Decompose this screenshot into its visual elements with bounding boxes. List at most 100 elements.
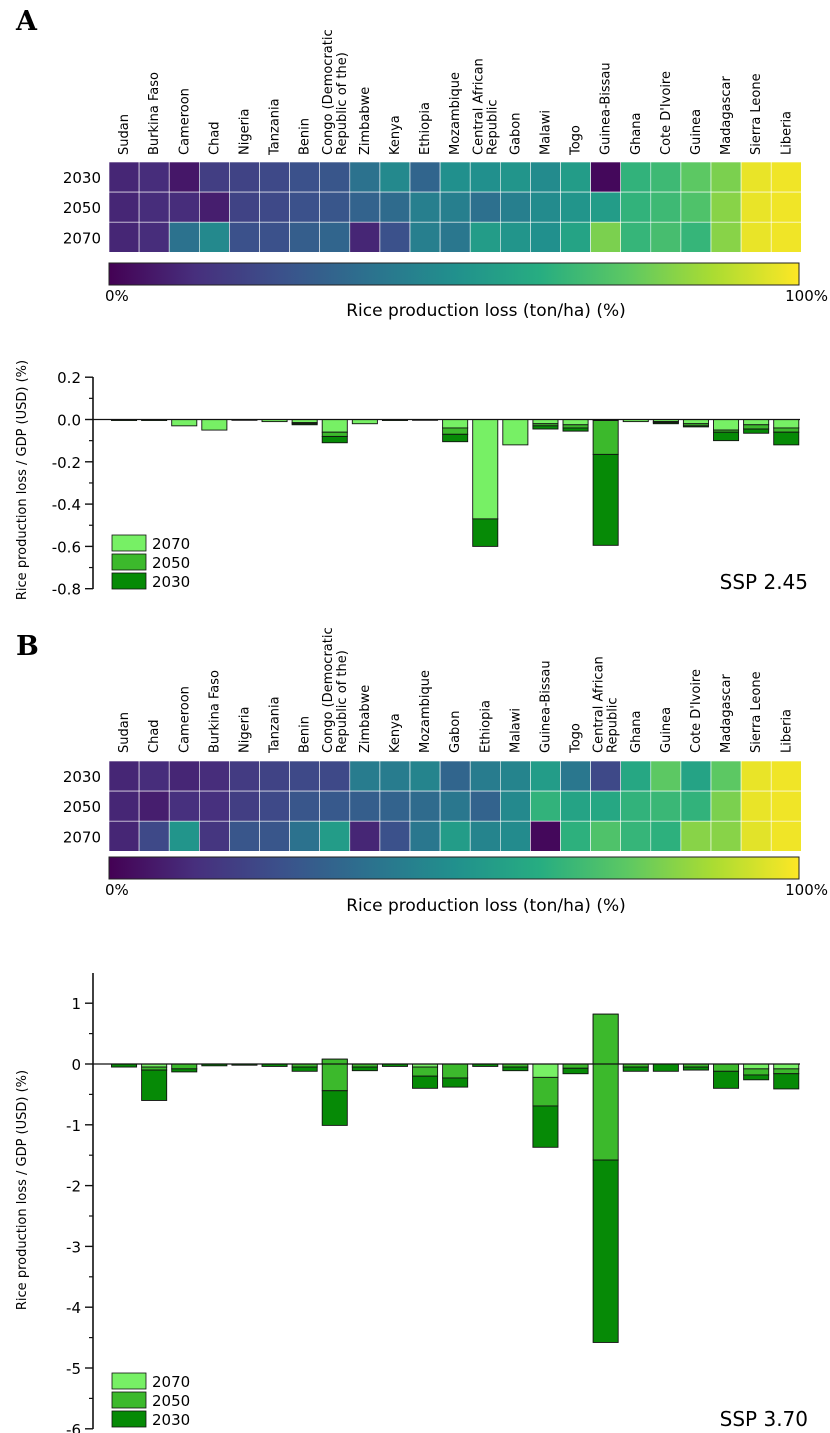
heatmap-cell (740, 790, 772, 822)
country-label: Tanzania (268, 696, 283, 754)
heatmap-cell (499, 820, 531, 852)
heatmap-cell (469, 760, 501, 792)
heatmap-cell (349, 790, 381, 822)
heatmap-cell (138, 161, 170, 193)
bar-2070 (472, 419, 499, 520)
heatmap-cell (289, 790, 321, 822)
heatmap-cell (680, 221, 712, 253)
country-label: Chad (207, 121, 222, 155)
country-label: Togo (569, 125, 584, 156)
heatmap-cell (590, 191, 621, 223)
bar-2050 (743, 424, 770, 430)
colorbar (108, 856, 800, 880)
heatmap-cell (229, 820, 260, 852)
heatmap-cell (499, 221, 531, 253)
heatmap-cell (199, 820, 230, 852)
bar-2050 (773, 427, 800, 433)
country-label: Guinea-Bissau (599, 62, 614, 155)
heatmap-cell (469, 820, 501, 852)
heatmap-cell (770, 191, 802, 223)
y-tick-label: -0.8 (52, 581, 81, 599)
country-label: Togo (569, 723, 584, 754)
year-label: 2030 (63, 768, 101, 786)
heatmap-cell (620, 760, 652, 792)
year-label: 2030 (63, 169, 101, 187)
year-label: 2050 (63, 199, 101, 217)
colorbar-label: Rice production loss (ton/ha) (%) (346, 896, 626, 916)
heatmap-cell (199, 790, 230, 822)
legend-label: 2050 (152, 554, 190, 572)
panel-label-b: B (16, 631, 39, 662)
heatmap-cell (590, 760, 621, 792)
bar-2030 (351, 1066, 378, 1072)
heatmap-cell (168, 760, 200, 792)
heatmap-cell (199, 760, 230, 792)
year-label: 2070 (63, 229, 101, 247)
heatmap-cell (469, 790, 501, 822)
country-label: Benin (298, 118, 313, 155)
bar-2050 (321, 431, 348, 437)
heatmap-cell (740, 760, 772, 792)
heatmap-cell (168, 790, 200, 822)
heatmap-cell (710, 191, 742, 223)
legend-label: 2030 (152, 573, 190, 591)
country-label: Congo (DemocraticRepublic of the) (321, 627, 350, 753)
country-label: Mozambique (418, 670, 433, 753)
country-label: Nigeria (237, 108, 252, 155)
heatmap-cell (770, 790, 802, 822)
legend-swatch (111, 572, 147, 590)
country-label: Liberia (779, 709, 794, 753)
bar-2030 (291, 1066, 318, 1072)
bar-2050 (442, 1063, 469, 1079)
bar-2050 (562, 424, 589, 429)
heatmap-cell (138, 790, 170, 822)
heatmap-cell (499, 790, 531, 822)
heatmap-cell (680, 790, 712, 822)
colorbar-label: Rice production loss (ton/ha) (%) (346, 301, 626, 321)
country-label: Gabon (448, 711, 463, 754)
heatmap-cell (620, 161, 652, 193)
heatmap-cell (168, 820, 200, 852)
heatmap-cell (770, 161, 802, 193)
country-label: Burkina Faso (147, 72, 162, 155)
bar-2070 (442, 419, 469, 429)
country-label: Gabon (508, 113, 523, 156)
y-tick-label: -3 (66, 1238, 81, 1256)
heatmap-cell (138, 221, 170, 253)
legend-swatch (111, 1410, 147, 1428)
heatmap-cell (259, 820, 290, 852)
heatmap-cell (199, 221, 230, 253)
bar-2030 (412, 1075, 439, 1089)
heatmap-cell (650, 760, 682, 792)
heatmap-cell (620, 790, 652, 822)
country-label: Guinea (689, 109, 704, 155)
country-label: Ethiopia (478, 700, 493, 753)
heatmap-cell (530, 820, 561, 852)
bar-2050 (773, 1068, 800, 1075)
heatmap-cell (740, 191, 772, 223)
heatmap-cell (770, 820, 802, 852)
bar-2030 (442, 433, 469, 443)
bar-2030 (682, 425, 709, 428)
heatmap-cell (379, 790, 411, 822)
heatmap-cell (770, 221, 802, 253)
y-axis-label: Rice production loss / GDP (USD) (%) (15, 1070, 30, 1310)
country-label: Zimbabwe (358, 87, 373, 155)
colorbar-max-label: 100% (785, 881, 828, 899)
bar-2030 (532, 1105, 559, 1148)
bar-2030 (622, 1066, 649, 1072)
country-label: Sierra Leone (749, 73, 764, 155)
heatmap-cell (349, 161, 381, 193)
heatmap-cell (439, 820, 471, 852)
country-label: Ghana (629, 711, 644, 754)
country-label: Central AfricanRepublic (592, 656, 621, 753)
legend-label: 2030 (152, 1411, 190, 1429)
heatmap-cell (710, 820, 742, 852)
heatmap-cell (319, 760, 351, 792)
heatmap-cell (168, 221, 200, 253)
bar-2070 (532, 1063, 559, 1078)
legend-swatch (111, 553, 147, 571)
country-label: Nigeria (237, 706, 252, 753)
y-tick-label: -5 (66, 1360, 81, 1378)
